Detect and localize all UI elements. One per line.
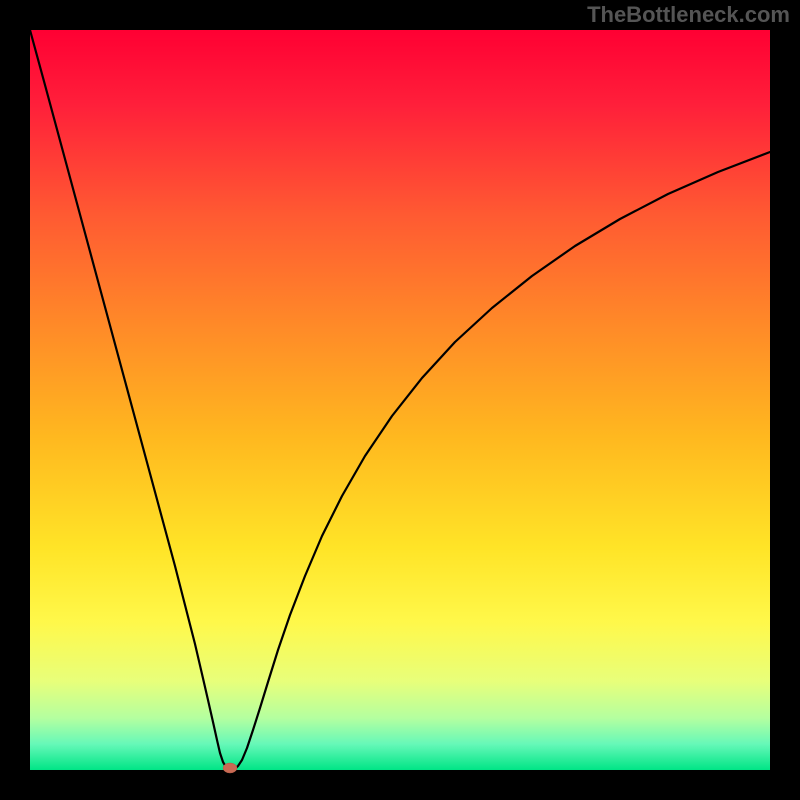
chart-container: TheBottleneck.com: [0, 0, 800, 800]
optimal-point-marker: [223, 763, 237, 773]
chart-plot-area: [30, 30, 770, 770]
bottleneck-chart: [0, 0, 800, 800]
watermark-text: TheBottleneck.com: [587, 2, 790, 28]
